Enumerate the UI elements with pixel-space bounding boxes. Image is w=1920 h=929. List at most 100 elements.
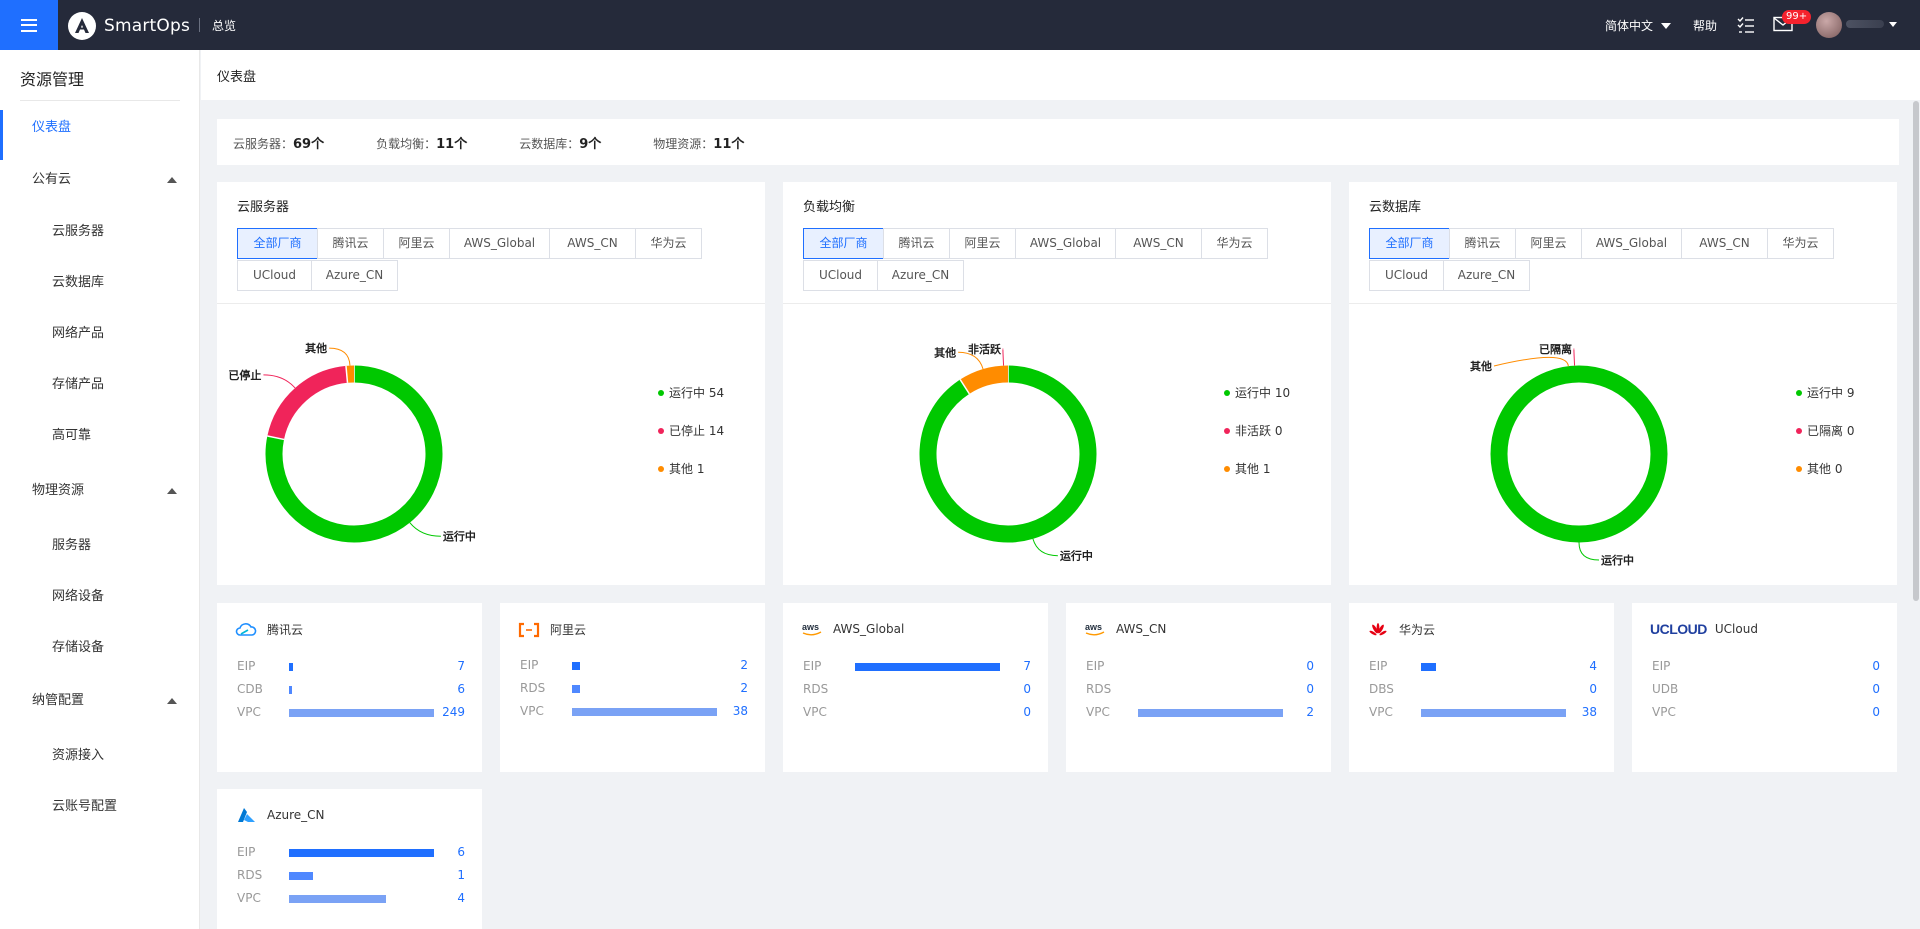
vendor-card-ucloud: UCLOUD UCloud EIP 0 UDB 0 VPC 0 xyxy=(1632,603,1897,772)
chevron-up-icon xyxy=(167,698,177,704)
metric-bar xyxy=(1421,663,1437,671)
donut-slice[interactable] xyxy=(960,365,1009,395)
vendor-tab-ucloud[interactable]: UCloud xyxy=(1369,260,1444,291)
legend-dot-icon xyxy=(1224,427,1230,434)
metric-bar-track xyxy=(1704,663,1849,671)
sidebar-item-resource-access[interactable]: 资源接入 xyxy=(52,748,105,763)
label-leader-line xyxy=(1493,356,1569,367)
vendor-tab-ucloud[interactable]: UCloud xyxy=(803,260,878,291)
language-selector[interactable]: 简体中文 xyxy=(1605,17,1672,34)
summary-label: 云服务器： xyxy=(233,136,294,151)
metric-bar-track xyxy=(289,709,434,717)
vendor-card-header: Azure_CN xyxy=(235,807,325,823)
sidebar-item-dashboard[interactable]: 仪表盘 xyxy=(0,110,199,160)
menu-toggle-button[interactable] xyxy=(0,0,58,50)
scrollbar-thumb[interactable] xyxy=(1913,101,1919,601)
legend-item[interactable]: 其他 0 xyxy=(1796,461,1854,499)
help-link[interactable]: 帮助 xyxy=(1693,19,1718,33)
vendor-tab--[interactable]: 华为云 xyxy=(635,228,702,259)
task-list-icon[interactable] xyxy=(1737,16,1755,34)
sidebar-item-servers[interactable]: 服务器 xyxy=(52,538,92,553)
vendor-tab-aws-global[interactable]: AWS_Global xyxy=(1015,228,1116,259)
sidebar-title-divider xyxy=(20,100,180,101)
vendor-tab--[interactable]: 腾讯云 xyxy=(883,228,950,259)
vendor-metric-row: VPC 0 xyxy=(803,705,1031,721)
metric-bar-track xyxy=(289,872,434,880)
sidebar-item-cloud-database[interactable]: 云数据库 xyxy=(52,275,105,290)
vendor-tab--[interactable]: 华为云 xyxy=(1201,228,1268,259)
user-caret-down-icon[interactable] xyxy=(1889,22,1897,27)
metric-label: VPC xyxy=(237,705,261,719)
vendor-tab--[interactable]: 阿里云 xyxy=(949,228,1016,259)
legend-item[interactable]: 运行中 9 xyxy=(1796,385,1854,423)
metric-bar xyxy=(289,849,434,857)
vendor-tab-azure-cn[interactable]: Azure_CN xyxy=(1443,260,1530,291)
vendor-tab-aws-cn[interactable]: AWS_CN xyxy=(1115,228,1202,259)
app-logo[interactable]: SmartOps xyxy=(68,12,190,40)
donut-slice[interactable] xyxy=(1490,365,1668,543)
legend-item[interactable]: 其他 1 xyxy=(1224,461,1290,499)
vendor-tab--[interactable]: 腾讯云 xyxy=(1449,228,1516,259)
sidebar-group-management-config[interactable]: 纳管配置 xyxy=(0,683,199,719)
user-name-blurred[interactable] xyxy=(1846,20,1884,28)
vendor-tab-ucloud[interactable]: UCloud xyxy=(237,260,312,291)
metric-label: VPC xyxy=(1369,705,1393,719)
vendor-tab-aws-global[interactable]: AWS_Global xyxy=(1581,228,1682,259)
metric-label: VPC xyxy=(1652,705,1676,719)
legend-item[interactable]: 运行中 10 xyxy=(1224,385,1290,423)
vendor-tab-aws-cn[interactable]: AWS_CN xyxy=(549,228,636,259)
sidebar-item-network-devices[interactable]: 网络设备 xyxy=(52,589,105,604)
vendor-tab-all[interactable]: 全部厂商 xyxy=(1369,228,1450,259)
vendor-tab--[interactable]: 阿里云 xyxy=(1515,228,1582,259)
metric-value: 2 xyxy=(740,658,748,672)
sidebar-item-storage-products[interactable]: 存储产品 xyxy=(52,377,105,392)
vendor-tab--[interactable]: 华为云 xyxy=(1767,228,1834,259)
sidebar-item-cloud-server[interactable]: 云服务器 xyxy=(52,224,105,239)
vendor-metric-row: VPC 4 xyxy=(237,891,465,907)
sidebar-item-storage-devices[interactable]: 存储设备 xyxy=(52,640,105,655)
legend-item[interactable]: 已隔离 0 xyxy=(1796,423,1854,461)
metric-value: 0 xyxy=(1306,682,1314,696)
panel-cloud-database: 云数据库 全部厂商 腾讯云 阿里云 AWS_Global AWS_CN 华为云 UCloud A… xyxy=(1349,182,1897,585)
vendor-tab-aws-global[interactable]: AWS_Global xyxy=(449,228,550,259)
legend-item[interactable]: 其他 1 xyxy=(658,461,724,499)
vendor-card-header: UCLOUD UCloud xyxy=(1650,621,1758,637)
slice-label: 其他 xyxy=(305,341,327,355)
donut-slice[interactable] xyxy=(919,365,1097,543)
legend-label: 运行中 10 xyxy=(1235,386,1291,400)
vendor-tab-aws-cn[interactable]: AWS_CN xyxy=(1681,228,1768,259)
donut-slice[interactable] xyxy=(265,365,443,543)
sidebar-item-cloud-account-config[interactable]: 云账号配置 xyxy=(52,799,118,814)
slice-label: 其他 xyxy=(934,345,956,359)
vendor-tab-azure-cn[interactable]: Azure_CN xyxy=(877,260,964,291)
legend-item[interactable]: 已停止 14 xyxy=(658,423,724,461)
vendor-tab-all[interactable]: 全部厂商 xyxy=(237,228,318,259)
vendor-metric-row: EIP 7 xyxy=(237,659,465,675)
sidebar-item-network-products[interactable]: 网络产品 xyxy=(52,326,105,341)
donut-separator xyxy=(345,365,349,383)
sidebar-group-physical-resources[interactable]: 物理资源 xyxy=(0,473,199,509)
slice-label: 运行中 xyxy=(1601,553,1634,567)
vendor-card-aws-global: aws AWS_Global EIP 7 RDS 0 VPC 0 xyxy=(783,603,1048,772)
aws-icon: aws xyxy=(801,621,823,637)
vendor-card-header: aws AWS_Global xyxy=(801,621,904,637)
vendor-tab-all[interactable]: 全部厂商 xyxy=(803,228,884,259)
user-avatar[interactable] xyxy=(1816,12,1842,38)
label-leader-line xyxy=(409,522,441,537)
metric-value: 0 xyxy=(1872,682,1880,696)
legend-dot-icon xyxy=(658,427,664,434)
legend-item[interactable]: 运行中 54 xyxy=(658,385,724,423)
metric-bar-track xyxy=(572,685,717,693)
sidebar-item-high-availability[interactable]: 高可靠 xyxy=(52,428,92,443)
vendor-tab-azure-cn[interactable]: Azure_CN xyxy=(311,260,398,291)
vendor-metric-row: EIP 0 xyxy=(1086,659,1314,675)
panel-load-balancer: 负载均衡 全部厂商 腾讯云 阿里云 AWS_Global AWS_CN 华为云 UCloud A… xyxy=(783,182,1331,585)
vendor-tab--[interactable]: 阿里云 xyxy=(383,228,450,259)
vendor-name: 腾讯云 xyxy=(267,623,304,637)
summary-label: 物理资源： xyxy=(653,136,714,151)
sidebar-group-public-cloud[interactable]: 公有云 xyxy=(0,162,199,198)
vendor-tab--[interactable]: 腾讯云 xyxy=(317,228,384,259)
donut-slice[interactable] xyxy=(267,365,348,440)
nav-overview-link[interactable]: 总览 xyxy=(212,19,237,33)
legend-item[interactable]: 非活跃 0 xyxy=(1224,423,1290,461)
